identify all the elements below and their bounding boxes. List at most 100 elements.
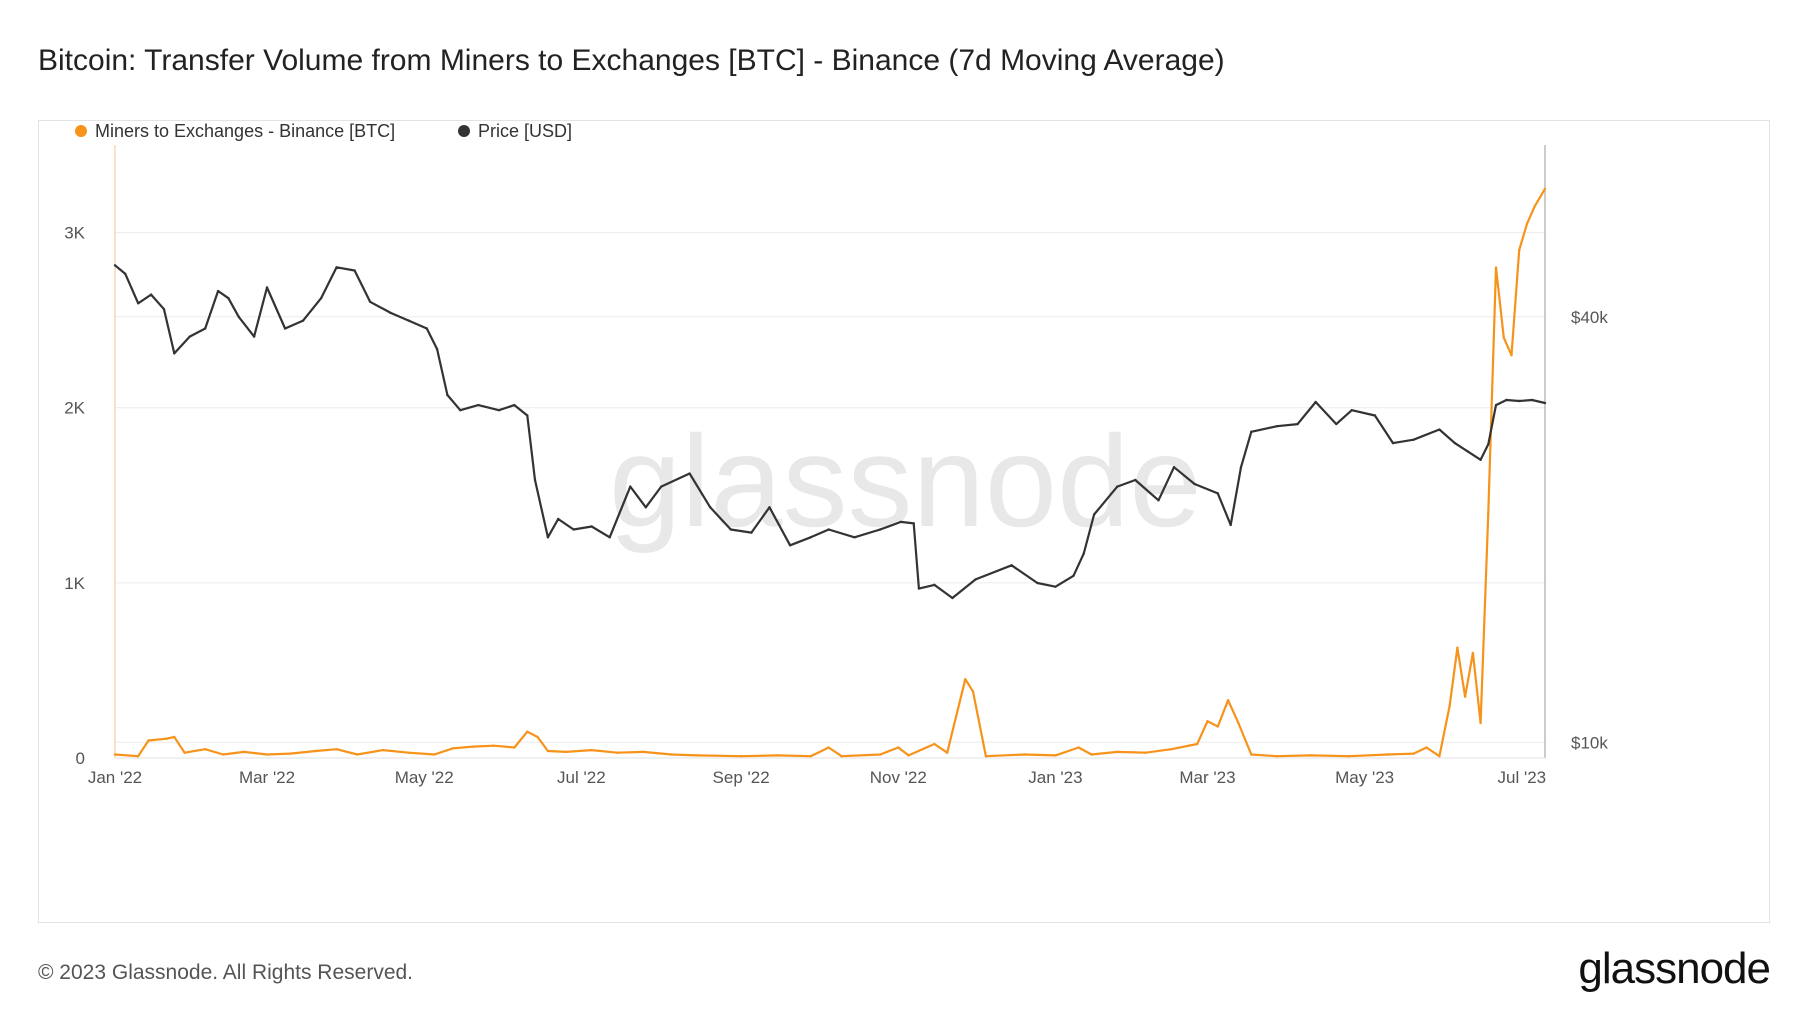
y-left-tick-label: 1K (64, 574, 85, 593)
series-point-0 (536, 735, 539, 739)
series-point-0 (165, 737, 168, 740)
series-point-0 (946, 751, 949, 754)
series-point-0 (670, 753, 673, 756)
series-point-1 (203, 327, 207, 330)
watermark: glassnode (609, 408, 1202, 554)
series-point-1 (237, 315, 240, 318)
series-point-0 (173, 735, 176, 739)
series-point-1 (1082, 552, 1085, 555)
series-point-1 (425, 327, 428, 330)
x-tick-label: Mar '23 (1179, 768, 1235, 787)
series-point-0 (984, 755, 988, 758)
series-point-0 (222, 753, 225, 756)
series-point-0 (1425, 746, 1428, 749)
series-point-1 (216, 289, 220, 293)
series-point-1 (917, 587, 921, 590)
series-point-0 (616, 751, 619, 754)
series-point-1 (497, 409, 501, 412)
series-point-0 (1510, 353, 1513, 357)
series-point-1 (1172, 466, 1176, 469)
series-point-0 (696, 754, 699, 757)
series-point-1 (1010, 564, 1013, 567)
series-point-1 (608, 536, 611, 539)
series-point-1 (227, 296, 230, 300)
series-point-1 (1036, 581, 1039, 585)
legend-label: Price [USD] (478, 121, 572, 141)
series-point-1 (513, 403, 516, 407)
series-point-1 (1092, 513, 1096, 516)
series-point-0 (1237, 721, 1240, 725)
legend-marker (75, 125, 87, 137)
series-point-1 (1072, 574, 1075, 578)
series-point-1 (708, 506, 712, 509)
series-point-1 (188, 335, 191, 338)
series-point-1 (526, 414, 529, 417)
series-point-0 (113, 753, 117, 756)
series-point-0 (1471, 651, 1475, 655)
series-point-0 (1144, 751, 1147, 754)
series-point-1 (899, 520, 903, 524)
axes: 0 1K 2K 3K $10k $40k Jan '22 Mar '22 May '22 Jul … (64, 145, 1608, 787)
series-point-1 (688, 472, 691, 475)
series-point-1 (1543, 401, 1547, 405)
x-tick-label: Sep '22 (713, 768, 770, 787)
series-point-0 (147, 739, 150, 742)
series-point-1 (435, 347, 439, 351)
series-point-0 (335, 748, 338, 751)
series-point-1 (1116, 485, 1119, 488)
series-point-0 (433, 753, 436, 756)
series-point-1 (750, 531, 753, 534)
series-point-0 (1216, 725, 1219, 728)
series-point-0 (381, 748, 385, 752)
x-tick-label: Jan '23 (1028, 768, 1082, 787)
series-point-1 (459, 409, 462, 412)
series-point-1 (533, 478, 537, 482)
series-point-1 (1373, 414, 1377, 417)
series-point-0 (471, 745, 475, 748)
series-point-0 (1533, 205, 1536, 208)
series-point-0 (1250, 753, 1253, 756)
series-point-0 (827, 746, 830, 749)
y-left-tick-label: 0 (76, 749, 85, 768)
series-point-0 (203, 748, 207, 751)
series-point-1 (283, 327, 287, 330)
series-point-1 (319, 296, 323, 300)
series-point-1 (1275, 425, 1279, 428)
series-point-1 (353, 269, 356, 272)
series-point-1 (1216, 492, 1219, 495)
glassnode-logo[interactable]: glassnode (1578, 944, 1771, 993)
series-point-1 (1134, 478, 1137, 482)
series-point-1 (124, 272, 127, 276)
series-point-1 (788, 544, 792, 547)
series-point-1 (768, 506, 771, 509)
series-point-0 (1456, 646, 1459, 649)
series-point-0 (840, 755, 843, 758)
legend[interactable]: Miners to Exchanges - Binance [BTC] Price… (75, 121, 572, 141)
series-point-0 (879, 753, 882, 756)
page-title: Bitcoin: Transfer Volume from Miners to … (38, 44, 1225, 77)
series-point-1 (1391, 441, 1395, 445)
series-point-1 (853, 536, 856, 539)
series-point-1 (1350, 409, 1353, 412)
series-point-1 (113, 264, 117, 267)
series-point-1 (252, 335, 256, 338)
x-tick-label: Jan '22 (88, 768, 142, 787)
series-point-1 (389, 311, 392, 315)
series-point-1 (1487, 443, 1490, 446)
x-tick-label: May '23 (1335, 768, 1394, 787)
series-point-1 (974, 578, 977, 581)
series-point-0 (590, 748, 593, 752)
series-point-0 (564, 750, 568, 754)
x-tick-label: Jul '23 (1498, 768, 1547, 787)
x-tick-label: Jul '22 (557, 768, 606, 787)
series-point-1 (1239, 466, 1243, 469)
series-point-1 (912, 522, 915, 525)
series-point-0 (492, 744, 495, 747)
x-tick-label: Nov '22 (870, 768, 927, 787)
series-point-0 (1438, 755, 1441, 758)
y-right-tick-label: $10k (1571, 733, 1608, 752)
series-point-1 (1505, 398, 1508, 402)
series-point-0 (526, 730, 529, 733)
series-point-0 (1412, 752, 1415, 755)
series-point-0 (1386, 753, 1390, 756)
